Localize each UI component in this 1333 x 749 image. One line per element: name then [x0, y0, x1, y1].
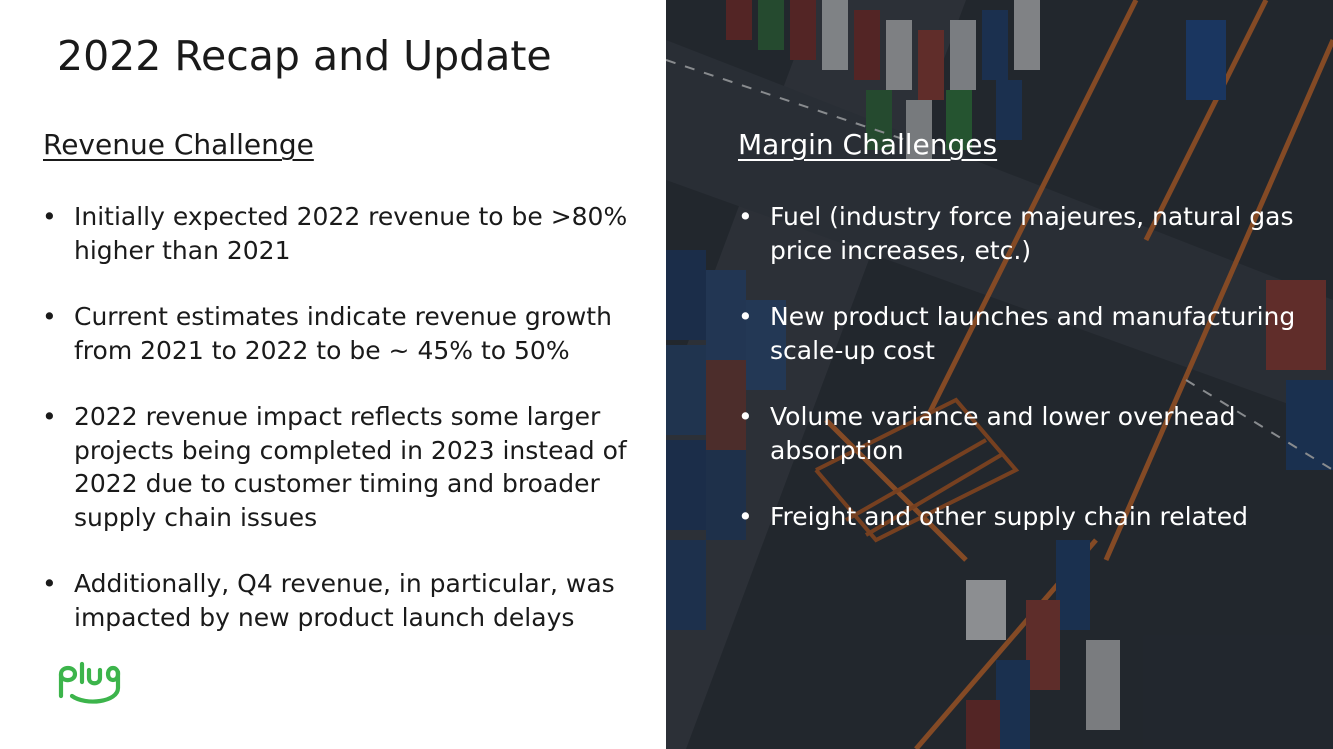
margin-bullet-list: Fuel (industry force majeures, natural g… — [738, 200, 1318, 567]
right-photo-panel: Margin Challenges Fuel (industry force m… — [666, 0, 1333, 749]
list-item: Additionally, Q4 revenue, in particular,… — [42, 567, 652, 634]
list-item: Initially expected 2022 revenue to be >8… — [42, 200, 652, 267]
revenue-heading: Revenue Challenge — [43, 128, 314, 161]
slide-title: 2022 Recap and Update — [57, 32, 552, 80]
left-panel: 2022 Recap and Update Revenue Challenge … — [0, 0, 666, 749]
list-item: 2022 revenue impact reflects some larger… — [42, 400, 652, 534]
revenue-bullet-list: Initially expected 2022 revenue to be >8… — [42, 200, 652, 667]
list-item: Fuel (industry force majeures, natural g… — [738, 200, 1318, 267]
list-item: Current estimates indicate revenue growt… — [42, 300, 652, 367]
image-overlay — [666, 0, 1333, 749]
plug-logo — [58, 661, 121, 704]
list-item: Freight and other supply chain related — [738, 500, 1318, 534]
margin-heading: Margin Challenges — [738, 128, 998, 161]
list-item: Volume variance and lower overhead absor… — [738, 400, 1318, 467]
list-item: New product launches and manufacturing s… — [738, 300, 1318, 367]
